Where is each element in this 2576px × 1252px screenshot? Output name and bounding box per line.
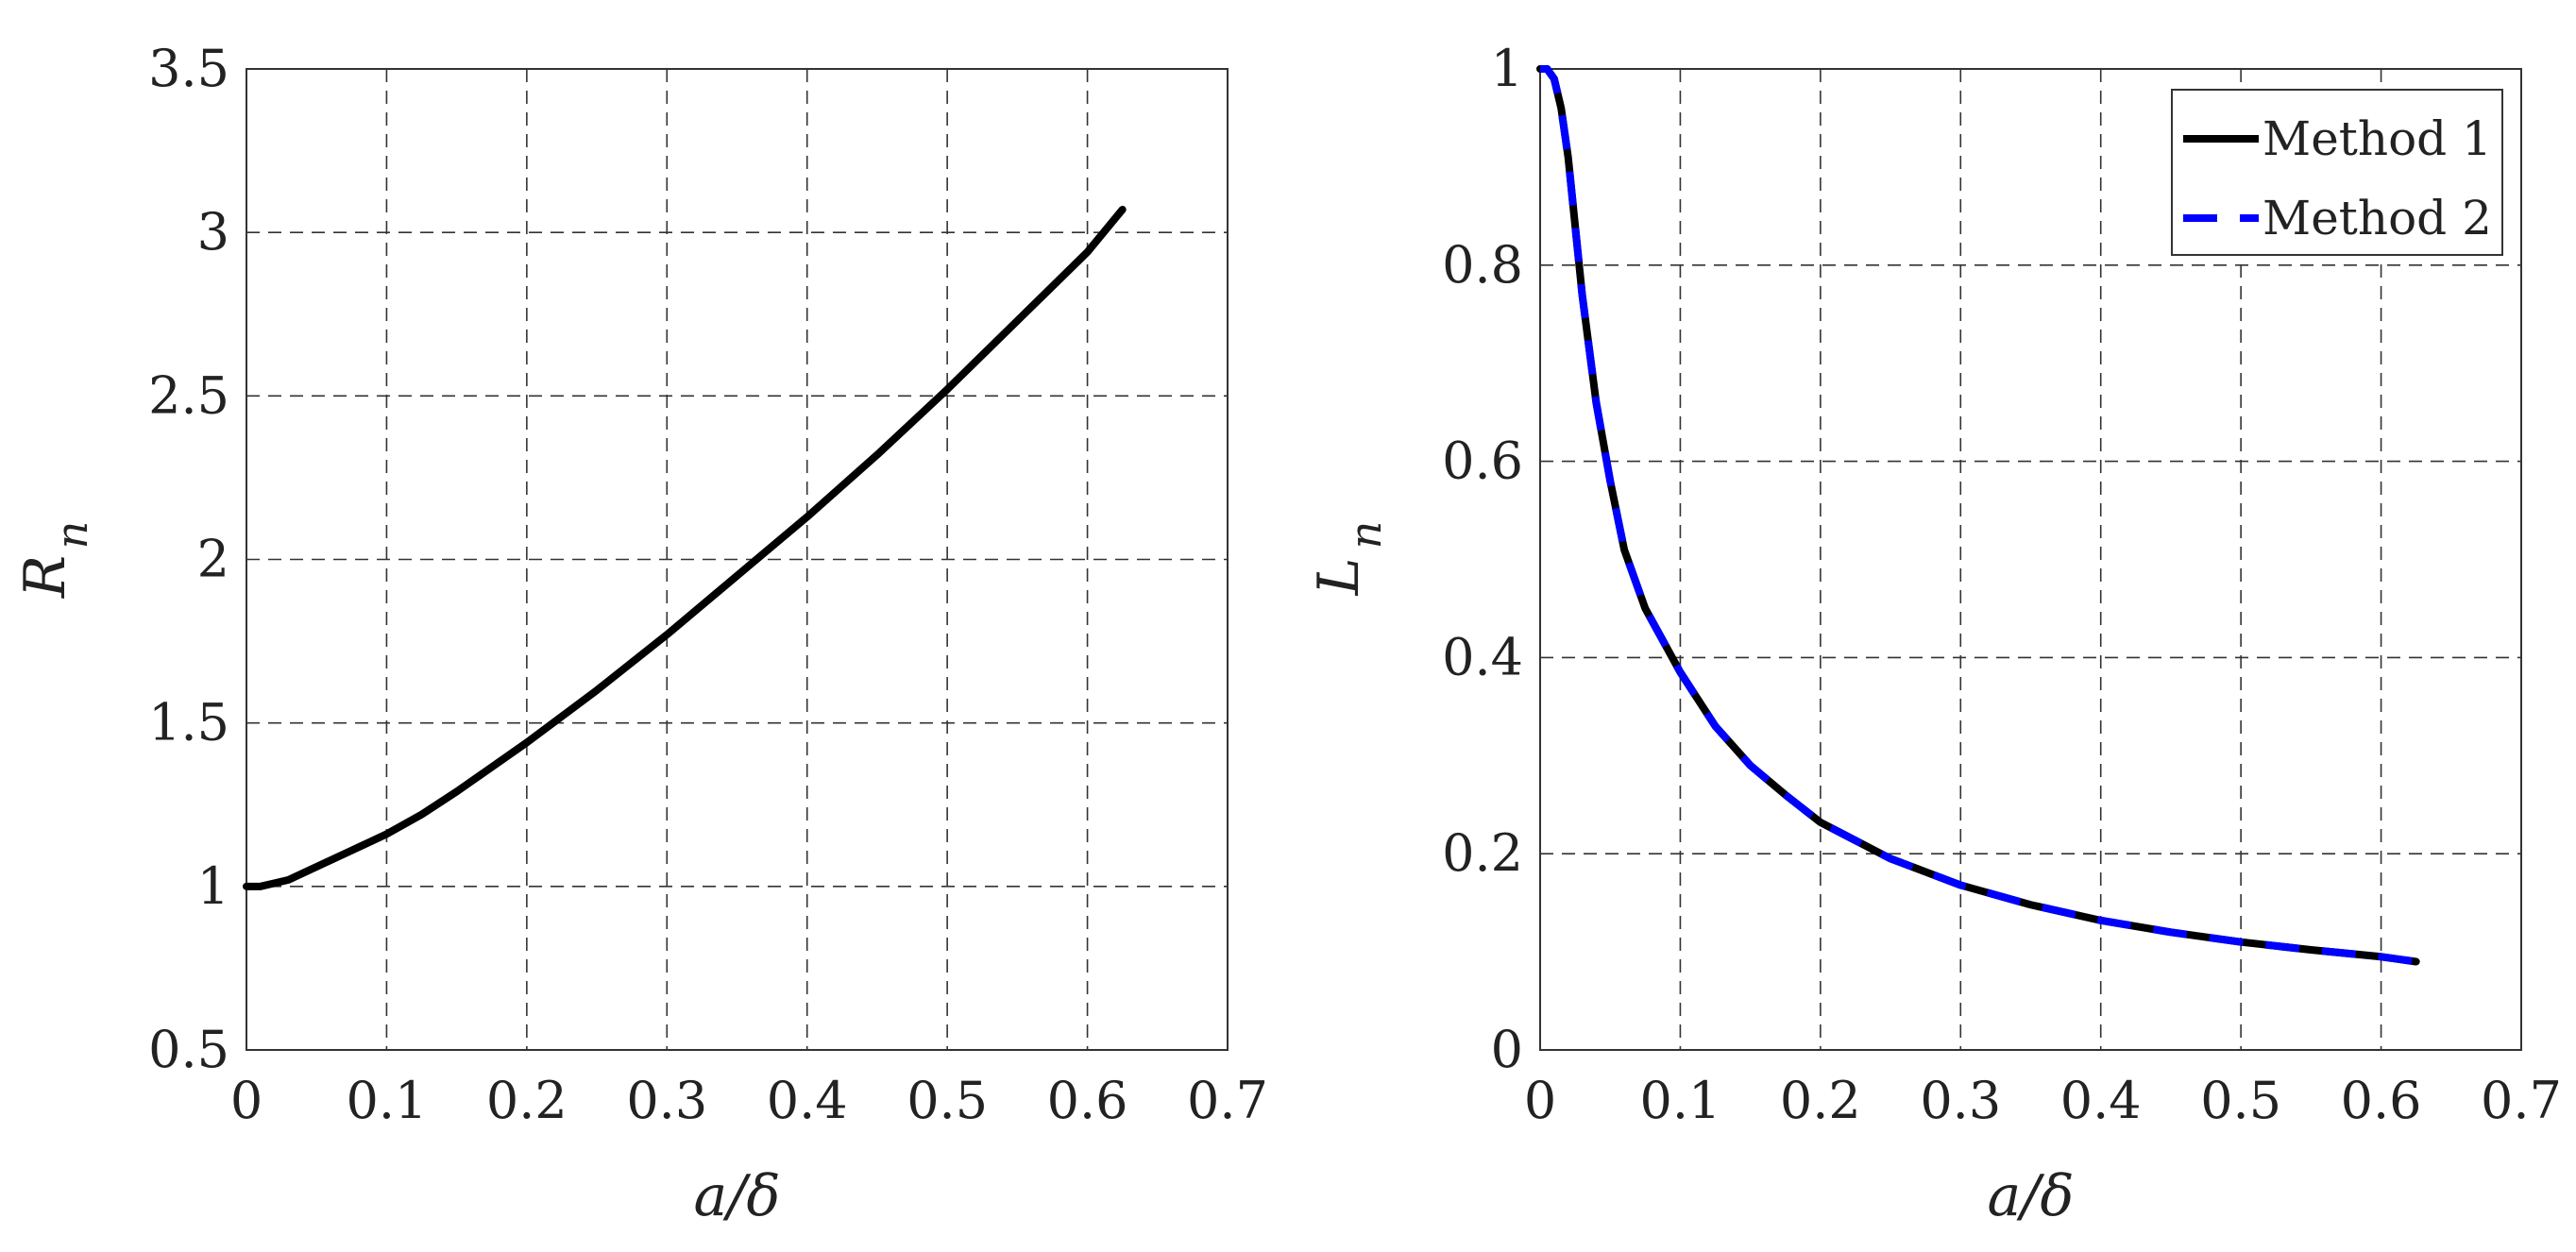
- x-tick-label: 0: [1524, 1071, 1556, 1130]
- y-tick-label: 0: [1491, 1020, 1523, 1079]
- y-tick-label: 2: [197, 530, 229, 589]
- x-axis-label: a/δ: [693, 1163, 780, 1229]
- y-tick-label: 0.4: [1442, 627, 1523, 686]
- y-tick-label: 0.6: [1442, 431, 1523, 491]
- y-axis-label-subscript: n: [46, 521, 97, 550]
- y-tick-label: 0.5: [148, 1020, 229, 1079]
- y-tick-label: 2.5: [148, 365, 229, 425]
- gridlines: [1540, 69, 2521, 1050]
- y-tick-label: 0.2: [1442, 823, 1523, 883]
- x-tick-label: 0.2: [1780, 1071, 1861, 1130]
- x-tick-label: 0.1: [346, 1071, 427, 1130]
- x-tick-label: 0.5: [2200, 1071, 2281, 1130]
- legend-label-1: Method 1: [2262, 111, 2492, 166]
- y-axis-label-subscript: n: [1340, 521, 1391, 550]
- legend: Method 1 Method 2: [2171, 89, 2503, 256]
- gridlines: [246, 69, 1228, 1050]
- y-tick-label: 1.5: [148, 693, 229, 753]
- plot-frame: [246, 68, 1229, 1051]
- series-line-1: [243, 205, 1127, 890]
- y-tick-label: 0.8: [1442, 235, 1523, 295]
- x-axis-label: a/δ: [1987, 1163, 2074, 1229]
- legend-label-2: Method 2: [2262, 191, 2492, 245]
- y-axis-label-main: L: [1306, 558, 1372, 597]
- x-tick-label: 0: [230, 1071, 263, 1130]
- chart-inductance: 0 0.1 0.2 0.3 0.4 0.5 0.6 0.7 0 0.2 0.4 0.6 0.8 1 a/δ L…: [1306, 39, 2562, 1229]
- y-axis-label: Rn: [12, 521, 97, 599]
- y-tick-label: 1: [1491, 39, 1523, 98]
- legend-box: [2171, 89, 2503, 256]
- x-tick-label: 0.4: [2060, 1071, 2142, 1130]
- x-tick-label: 0.6: [2341, 1071, 2422, 1130]
- x-tick-label: 0.1: [1639, 1071, 1720, 1130]
- x-tick-label: 0.2: [486, 1071, 568, 1130]
- y-tick-label: 1: [197, 856, 229, 916]
- y-tick-label: 3: [197, 202, 229, 262]
- series-line-2: [1540, 65, 2417, 966]
- x-tick-label: 0.4: [767, 1071, 848, 1130]
- x-tick-label: 0.5: [907, 1071, 988, 1130]
- x-tick-label: 0.7: [2481, 1071, 2562, 1130]
- y-axis-label: Ln: [1306, 521, 1391, 597]
- y-axis-label-main: R: [12, 555, 78, 599]
- x-tick-label: 0.7: [1187, 1071, 1268, 1130]
- chart-resistance: 0 0.1 0.2 0.3 0.4 0.5 0.6 0.7 0.5 1 1.5 2 2.5 3 3.5 a/δ…: [12, 39, 1268, 1229]
- x-tick-label: 0.3: [1920, 1071, 2001, 1130]
- y-tick-label: 3.5: [148, 39, 229, 98]
- plot-frame: [1539, 68, 2522, 1051]
- x-tick-label: 0.6: [1047, 1071, 1128, 1130]
- x-tick-label: 0.3: [626, 1071, 707, 1130]
